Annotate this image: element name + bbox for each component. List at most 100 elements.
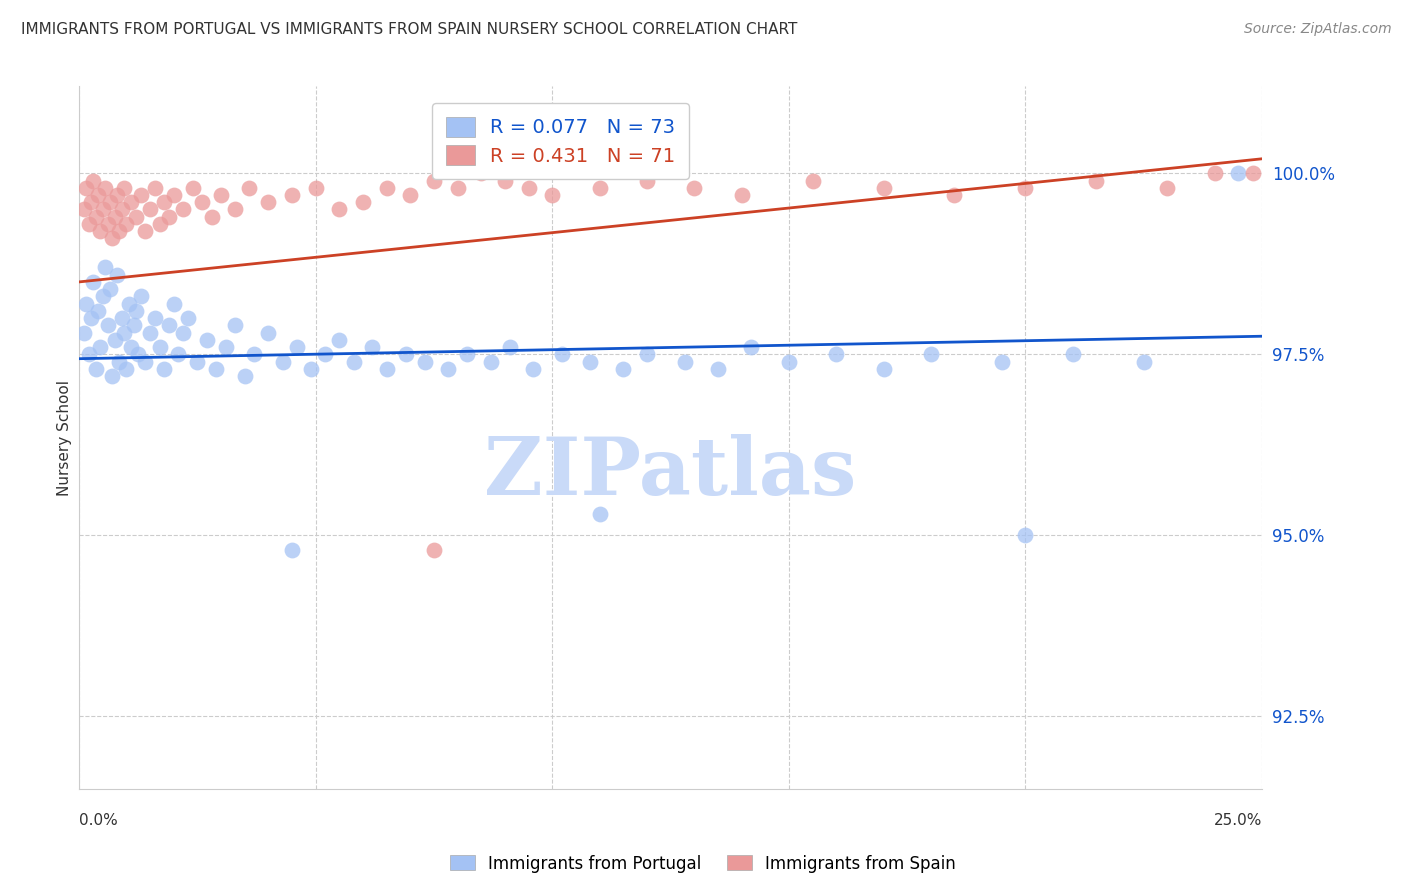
Point [470,166,492,180]
Point [612,361,634,376]
Point [423,173,446,187]
Legend: Immigrants from Portugal, Immigrants from Spain: Immigrants from Portugal, Immigrants fro… [443,848,963,880]
Point [399,188,422,202]
Point [191,195,214,210]
Point [801,173,824,187]
Legend: R = 0.077   N = 73, R = 0.431   N = 71: R = 0.077 N = 73, R = 0.431 N = 71 [432,103,689,179]
Point [342,354,364,368]
Point [1014,180,1036,194]
Point [683,180,706,194]
Point [257,326,280,340]
Point [423,542,446,557]
Point [111,202,134,217]
Point [105,188,128,202]
Point [233,369,256,384]
Point [104,333,127,347]
Point [186,354,208,368]
Point [205,361,228,376]
Point [139,202,162,217]
Point [73,202,96,217]
Point [108,224,131,238]
Point [105,268,128,282]
Point [730,188,752,202]
Point [271,354,294,368]
Point [447,180,470,194]
Point [129,289,152,303]
Point [181,180,204,194]
Point [224,318,246,333]
Point [143,180,166,194]
Point [80,311,103,326]
Text: 25.0%: 25.0% [1213,814,1263,829]
Point [125,210,148,224]
Point [673,354,696,368]
Point [215,340,238,354]
Point [517,180,540,194]
Point [148,340,170,354]
Point [167,347,190,361]
Point [84,361,107,376]
Point [101,231,124,245]
Point [104,210,127,224]
Point [94,180,117,194]
Text: IMMIGRANTS FROM PORTUGAL VS IMMIGRANTS FROM SPAIN NURSERY SCHOOL CORRELATION CHA: IMMIGRANTS FROM PORTUGAL VS IMMIGRANTS F… [21,22,797,37]
Point [115,217,138,231]
Point [285,340,308,354]
Point [98,195,121,210]
Point [143,311,166,326]
Point [352,195,374,210]
Text: Source: ZipAtlas.com: Source: ZipAtlas.com [1244,22,1392,37]
Point [551,347,574,361]
Point [82,173,104,187]
Point [157,210,180,224]
Point [98,282,121,296]
Point [118,296,141,310]
Point [522,361,544,376]
Point [127,347,149,361]
Point [636,173,658,187]
Point [120,340,142,354]
Point [115,361,138,376]
Point [872,180,894,194]
Point [96,318,118,333]
Point [1085,173,1108,187]
Point [84,210,107,224]
Point [77,347,100,361]
Point [129,188,152,202]
Point [139,326,162,340]
Point [361,340,384,354]
Point [437,361,460,376]
Point [89,340,111,354]
Point [825,347,848,361]
Point [991,354,1014,368]
Point [77,217,100,231]
Point [541,188,564,202]
Point [943,188,966,202]
Point [172,326,194,340]
Point [111,311,134,326]
Point [257,195,280,210]
Point [305,180,328,194]
Point [243,347,266,361]
Point [494,173,516,187]
Y-axis label: Nursery School: Nursery School [58,380,72,496]
Point [177,311,200,326]
Point [707,361,730,376]
Point [112,326,135,340]
Point [920,347,942,361]
Point [394,347,416,361]
Point [87,304,110,318]
Point [1132,354,1154,368]
Point [328,333,350,347]
Point [224,202,246,217]
Point [1156,180,1178,194]
Point [120,195,142,210]
Point [1062,347,1084,361]
Point [134,354,156,368]
Point [148,217,170,231]
Point [579,354,602,368]
Point [281,542,304,557]
Text: 0.0%: 0.0% [79,814,118,829]
Point [740,340,762,354]
Point [125,304,148,318]
